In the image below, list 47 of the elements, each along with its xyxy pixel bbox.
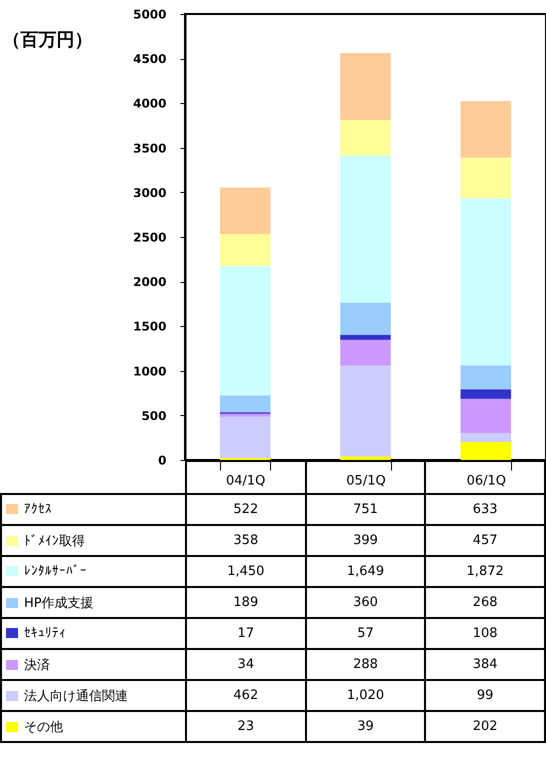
- x-tick-label: 06/1Q: [466, 474, 506, 488]
- y-tick-label: 1500: [133, 320, 166, 334]
- data-label: 39: [306, 711, 426, 742]
- legend-label: ｱｸｾｽ: [1, 494, 186, 525]
- data-label: 399: [306, 525, 426, 556]
- data-label: 34: [186, 649, 306, 680]
- legend-label: ｾｷｭﾘﾃｨ: [1, 618, 186, 649]
- legend-label: 決済: [1, 649, 186, 680]
- y-tick-label: 3500: [133, 141, 166, 156]
- data-label: 462: [186, 680, 306, 711]
- legend-label: ﾄﾞﾒｲﾝ取得: [1, 525, 186, 556]
- y-tick-label: 4000: [133, 96, 166, 111]
- y-tick-label: 1000: [133, 364, 166, 378]
- data-label: 189: [186, 587, 306, 618]
- data-label: 1,020: [306, 680, 426, 711]
- y-tick-label: 0: [158, 454, 166, 468]
- data-label: 633: [425, 494, 545, 525]
- y-tick-label: 5000: [133, 8, 166, 22]
- legend-label: ﾚﾝﾀﾙｻｰﾊﾞｰ: [1, 556, 186, 587]
- data-label: 57: [306, 618, 426, 649]
- data-label: 457: [425, 525, 545, 556]
- y-tick-label: 4500: [133, 52, 166, 66]
- x-tick-label: 05/1Q: [346, 474, 386, 488]
- data-label: 288: [306, 649, 426, 680]
- data-label: 202: [425, 711, 545, 742]
- y-axis-title: （百万円）: [2, 30, 92, 50]
- legend-label: 法人向け通信関連: [1, 680, 186, 711]
- data-label: 108: [425, 618, 545, 649]
- y-tick-label: 500: [141, 408, 166, 423]
- data-label: 1,450: [186, 556, 306, 587]
- y-tick-label: 2000: [133, 275, 166, 290]
- data-label: 1,649: [306, 556, 426, 587]
- data-label: 99: [425, 680, 545, 711]
- data-label: 522: [186, 494, 306, 525]
- legend-label: HP作成支援: [1, 587, 186, 618]
- data-label: 384: [425, 649, 545, 680]
- y-tick-label: 3000: [133, 186, 166, 200]
- data-label: 751: [306, 494, 426, 525]
- data-label: 360: [306, 587, 426, 618]
- x-tick-label: 04/1Q: [226, 474, 266, 488]
- data-label: 358: [186, 525, 306, 556]
- data-label: 1,872: [425, 556, 545, 587]
- data-label: 268: [425, 587, 545, 618]
- data-label: 17: [186, 618, 306, 649]
- data-label: 23: [186, 711, 306, 742]
- legend-label: その他: [1, 711, 186, 742]
- y-tick-label: 2500: [133, 230, 166, 244]
